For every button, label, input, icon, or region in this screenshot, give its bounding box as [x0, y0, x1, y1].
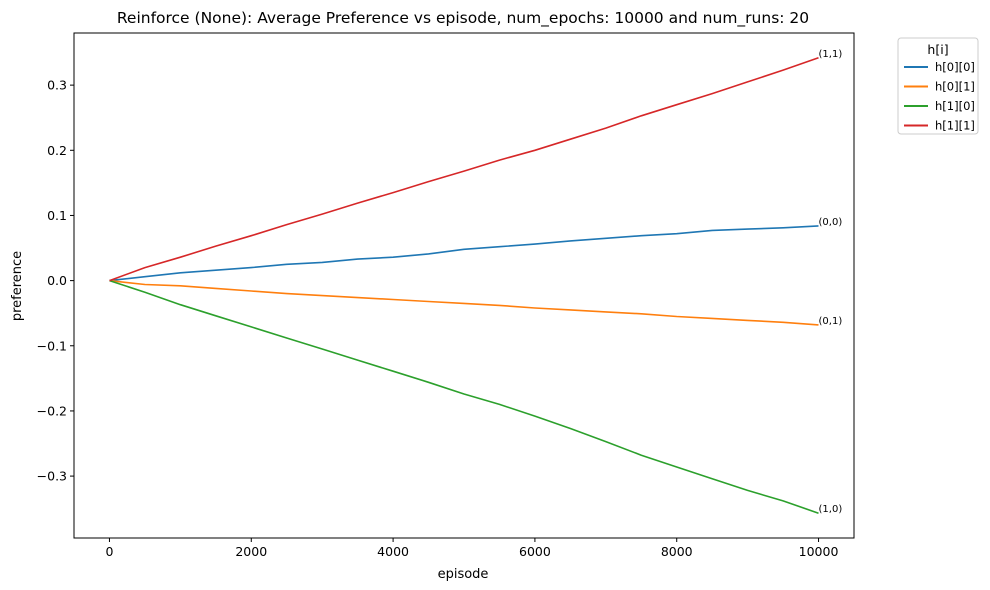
x-axis: 0 2000 4000 6000 8000 10000 [105, 538, 838, 559]
chart-title: Reinforce (None): Average Preference vs … [117, 9, 809, 28]
series-line-h[0][1] [109, 279, 819, 326]
y-tick-label: 0.3 [47, 78, 67, 93]
series-line-h[0][0] [109, 225, 819, 282]
y-axis: −0.3 −0.2 −0.1 0.0 0.1 0.2 0.3 [37, 78, 74, 484]
plot-area [73, 32, 855, 539]
y-tick-label: −0.2 [37, 403, 67, 418]
series-end-label: (1,0) [819, 504, 843, 515]
x-tick-label: 4000 [377, 544, 409, 559]
legend: h[i] h[0][0] h[0][1] h[1][0] h[1][1] [897, 37, 979, 135]
series-group [109, 57, 819, 514]
series-line-h[1][1] [109, 57, 819, 282]
plot-frame [73, 32, 855, 539]
legend-title: h[i] [927, 42, 948, 57]
series-end-label: (0,1) [819, 316, 843, 327]
y-tick-label: 0.1 [47, 208, 67, 223]
end-labels: (0,0) (0,1) (1,0) (1,1) [819, 49, 843, 515]
series-end-label: (1,1) [819, 49, 843, 60]
x-tick-label: 2000 [235, 544, 267, 559]
x-axis-label: episode [438, 567, 489, 582]
y-tick-label: 0.0 [47, 273, 67, 288]
y-tick-label: −0.1 [37, 338, 67, 353]
y-tick-label: 0.2 [47, 143, 67, 158]
legend-label: h[1][1] [935, 119, 975, 133]
legend-box [897, 37, 979, 135]
x-tick-label: 8000 [661, 544, 693, 559]
legend-label: h[1][0] [935, 99, 975, 113]
legend-label: h[0][0] [935, 60, 975, 74]
legend-label: h[0][1] [935, 80, 975, 94]
y-axis-label: preference [10, 251, 25, 321]
x-tick-label: 0 [105, 544, 113, 559]
series-line-h[1][0] [109, 279, 819, 514]
x-tick-label: 6000 [519, 544, 551, 559]
x-tick-label: 10000 [799, 544, 839, 559]
series-end-label: (0,0) [819, 217, 843, 228]
y-tick-label: −0.3 [37, 469, 67, 484]
